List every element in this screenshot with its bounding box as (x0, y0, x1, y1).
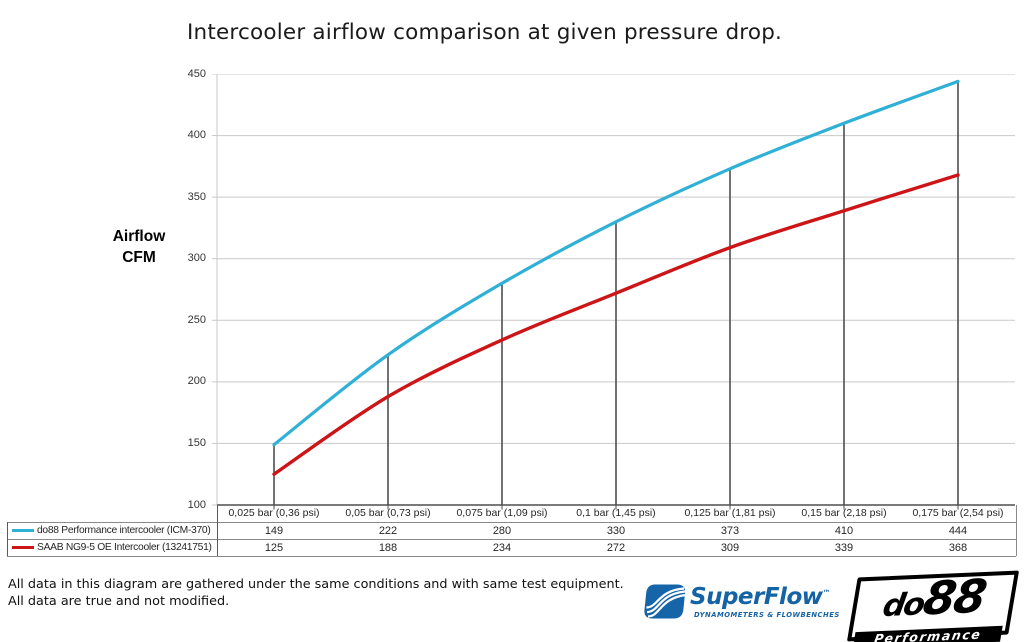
chart-title: Intercooler airflow comparison at given … (187, 20, 783, 45)
superflow-logo: SuperFlow™ DYNAMOMETERS & FLOWBENCHES (644, 582, 840, 624)
table-value-cell: 222 (378, 524, 398, 537)
do88-logo: do88 Performance (846, 568, 1020, 642)
table-value-cell: 330 (606, 524, 626, 537)
chart-plot-area (212, 74, 1015, 510)
legend-series-name: SAAB NG9-5 OE Intercooler (13241751) (37, 542, 212, 553)
do88-wordmark: do88 (880, 568, 990, 626)
y-axis-label-line1: Airflow (112, 228, 166, 245)
table-value-cell: 272 (606, 542, 626, 554)
table-value-cell: 309 (720, 542, 740, 554)
superflow-wordmark: SuperFlow™ (690, 584, 830, 610)
table-category-cell: 0,175 bar (2,54 psi) (912, 507, 1004, 519)
superflow-wave-icon (644, 584, 687, 619)
y-axis-label: Airflow CFM (83, 226, 195, 268)
table-value-cell: 373 (720, 524, 740, 537)
table-value-cell: 444 (948, 524, 968, 537)
footer-note-line2: All data are true and not modified. (8, 594, 230, 609)
table-category-cell: 0,075 bar (1,09 psi) (456, 507, 548, 519)
table-vertical-rule (7, 521, 8, 556)
y-tick-label: 300 (187, 252, 206, 265)
y-tick-label: 100 (187, 498, 206, 511)
table-category-cell: 0,125 bar (1,81 psi) (684, 507, 776, 519)
table-category-cell: 0,05 bar (0,73 psi) (345, 507, 431, 519)
superflow-tagline: DYNAMOMETERS & FLOWBENCHES (694, 611, 840, 619)
table-value-cell: 410 (834, 524, 854, 537)
series-line-do88 (272, 79, 960, 447)
footer-note-line1: All data in this diagram are gathered un… (8, 577, 624, 592)
y-tick-label: 400 (187, 129, 206, 142)
y-tick-label: 350 (187, 190, 206, 203)
legend-line-marker (12, 528, 34, 532)
table-horizontal-rule (7, 521, 1016, 523)
table-category-cell: 0,1 bar (1,45 psi) (576, 507, 656, 519)
series-line-saab-oe (272, 173, 960, 476)
y-axis-label-line2: CFM (122, 249, 156, 266)
table-value-cell: 188 (378, 542, 398, 554)
y-tick-label: 150 (187, 436, 206, 449)
legend-series-name: do88 Performance intercooler (ICM-370) (37, 524, 211, 536)
table-value-cell: 149 (264, 524, 284, 537)
y-tick-label: 450 (187, 67, 206, 80)
table-category-cell: 0,025 bar (0,36 psi) (228, 507, 320, 519)
table-vertical-rule (216, 505, 218, 556)
table-value-cell: 368 (948, 542, 968, 554)
table-category-cell: 0,15 bar (2,18 psi) (801, 507, 887, 519)
legend-cell: SAAB NG9-5 OE Intercooler (13241751) (9, 539, 216, 556)
y-tick-label: 200 (187, 375, 206, 388)
table-value-cell: 234 (492, 542, 512, 554)
table-horizontal-rule (7, 539, 1016, 540)
table-value-cell: 280 (492, 524, 512, 537)
table-vertical-rule (1015, 505, 1017, 556)
y-tick-label: 250 (187, 313, 206, 326)
trademark-symbol: ™ (822, 588, 831, 598)
table-horizontal-rule (7, 556, 1016, 557)
legend-cell: do88 Performance intercooler (ICM-370) (9, 522, 216, 540)
legend-line-marker (12, 546, 34, 549)
table-value-cell: 339 (834, 542, 854, 554)
table-value-cell: 125 (264, 542, 284, 554)
